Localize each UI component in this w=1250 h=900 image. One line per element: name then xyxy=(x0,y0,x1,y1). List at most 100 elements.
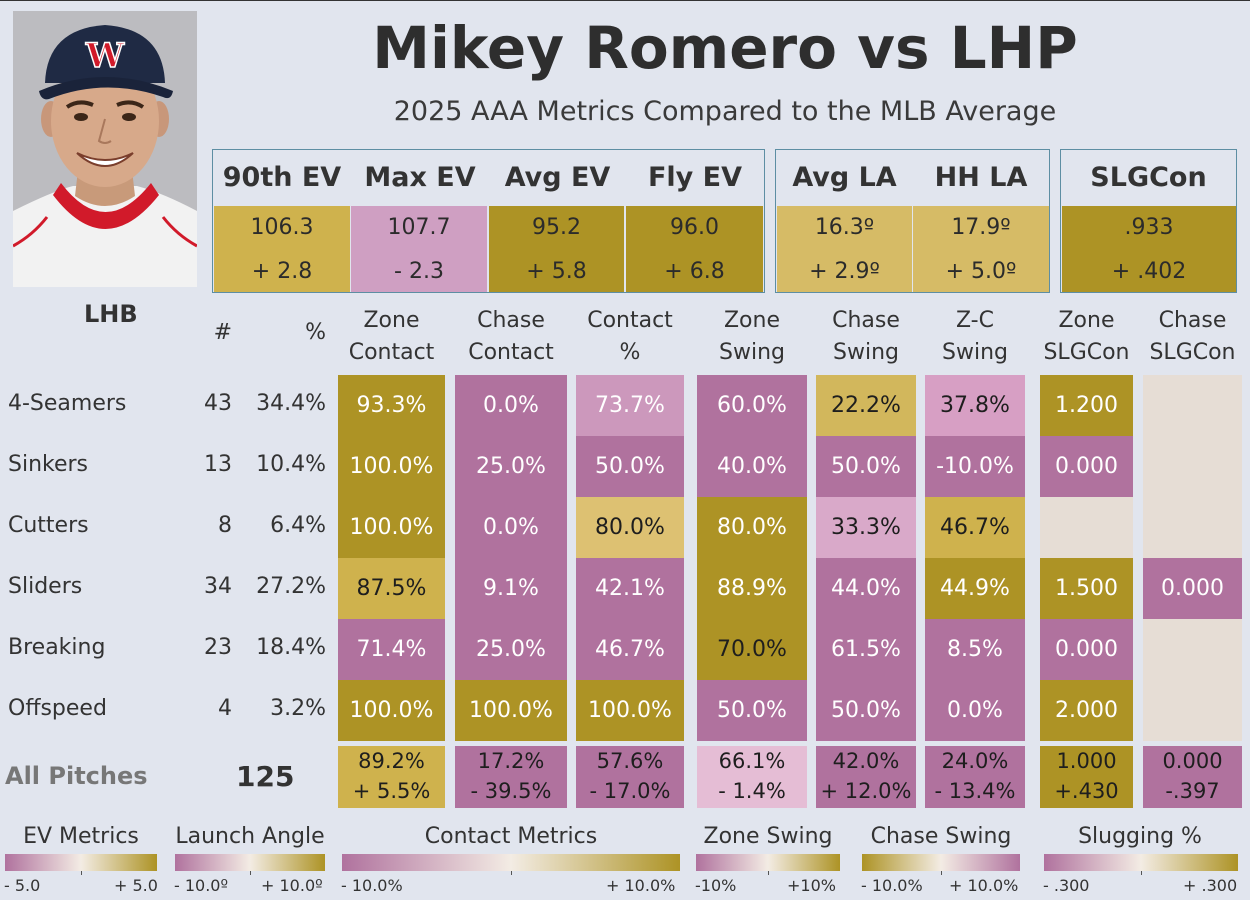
legend-gradient-bar xyxy=(175,854,325,875)
legend-title: EV Metrics xyxy=(23,824,139,849)
legend-midpoint-tick xyxy=(511,871,512,875)
all-pitches-cell: 89.2% + 5.5% xyxy=(338,746,445,808)
legend-midpoint-tick xyxy=(941,871,942,875)
table-cell xyxy=(1143,680,1242,741)
player-photo: W xyxy=(13,11,197,287)
table-cell: 50.0% xyxy=(816,436,916,497)
table-cell: 88.9% xyxy=(697,558,807,619)
table-cell: 44.9% xyxy=(925,558,1025,619)
legend-low-label: - .300 xyxy=(1043,876,1090,895)
legend-gradient-bar xyxy=(696,854,840,875)
pitch-pct: 34.4% xyxy=(256,391,326,416)
legend-high-label: + 5.0 xyxy=(114,876,158,895)
table-cell: 2.000 xyxy=(1040,680,1133,741)
metric-header: Avg LA xyxy=(792,162,897,193)
batter-hand-label: LHB xyxy=(84,300,138,328)
legend-low-label: - 10.0º xyxy=(174,876,229,895)
pitch-count: 34 xyxy=(204,574,232,599)
page-subtitle: 2025 AAA Metrics Compared to the MLB Ave… xyxy=(393,96,1057,127)
legend-title: Slugging % xyxy=(1078,824,1202,849)
legend-title: Zone Swing xyxy=(703,824,833,849)
pitch-type-label: Offspeed xyxy=(8,696,107,721)
table-cell: -10.0% xyxy=(925,436,1025,497)
pitch-count: 43 xyxy=(204,391,232,416)
pitch-pct: 10.4% xyxy=(256,452,326,477)
legend-low-label: - 10.0% xyxy=(341,876,403,895)
top-border xyxy=(0,0,1250,1)
pitch-count: 8 xyxy=(218,513,232,538)
metric-cell-avg-ev: 95.2 + 5.8 xyxy=(489,206,624,292)
page-title: Mikey Romero vs LHP xyxy=(372,14,1078,82)
pitch-type-label: Sinkers xyxy=(8,452,89,477)
table-cell: 73.7% xyxy=(576,375,684,436)
all-pitches-cell: 1.000 +.430 xyxy=(1040,746,1133,808)
table-cell: 0.000 xyxy=(1040,436,1133,497)
pitch-count: 4 xyxy=(218,696,232,721)
table-cell: 42.1% xyxy=(576,558,684,619)
legend-midpoint-tick xyxy=(768,871,769,875)
table-cell xyxy=(1143,619,1242,680)
table-cell: 61.5% xyxy=(816,619,916,680)
table-cell xyxy=(1143,436,1242,497)
pct-header: % xyxy=(305,320,326,345)
table-cell xyxy=(1143,375,1242,436)
count-header: # xyxy=(213,320,232,345)
table-cell: 25.0% xyxy=(455,436,567,497)
legend-high-label: + 10.0º xyxy=(261,876,323,895)
legend-gradient-bar xyxy=(342,854,680,875)
column-header: Zone Swing xyxy=(719,308,785,365)
table-cell: 100.0% xyxy=(338,497,445,558)
pitch-pct: 27.2% xyxy=(256,574,326,599)
metric-header: HH LA xyxy=(934,162,1028,193)
legend-high-label: + 10.0% xyxy=(606,876,676,895)
pitch-type-label: Cutters xyxy=(8,513,89,538)
all-pitches-cell: 24.0% - 13.4% xyxy=(925,746,1025,808)
all-pitches-count: 125 xyxy=(236,760,295,793)
table-cell: 100.0% xyxy=(338,436,445,497)
table-cell: 50.0% xyxy=(697,680,807,741)
table-cell xyxy=(1143,497,1242,558)
metric-cell-hh-la: 17.9º + 5.0º xyxy=(913,206,1049,292)
legend-high-label: + 10.0% xyxy=(949,876,1019,895)
table-cell: 0.0% xyxy=(455,375,567,436)
pitch-pct: 6.4% xyxy=(270,513,326,538)
metric-header: Avg EV xyxy=(504,162,611,193)
table-cell: 0.000 xyxy=(1040,619,1133,680)
table-cell: 0.0% xyxy=(455,497,567,558)
pitch-count: 23 xyxy=(204,635,232,660)
metric-cell-slgcon: .933 + .402 xyxy=(1062,206,1236,292)
table-cell: 9.1% xyxy=(455,558,567,619)
metric-header: 90th EV xyxy=(222,162,342,193)
pitch-type-label: Sliders xyxy=(8,574,83,599)
metric-cell-avg-la: 16.3º + 2.9º xyxy=(777,206,912,292)
table-cell: 71.4% xyxy=(338,619,445,680)
pitch-pct: 18.4% xyxy=(256,635,326,660)
table-cell: 0.0% xyxy=(925,680,1025,741)
all-pitches-cell: 57.6% - 17.0% xyxy=(576,746,684,808)
table-cell: 37.8% xyxy=(925,375,1025,436)
la-metrics-box: Avg LA HH LA 16.3º + 2.9º 17.9º + 5.0º xyxy=(775,149,1050,293)
all-pitches-label: All Pitches xyxy=(5,762,148,790)
legend-low-label: - 10.0% xyxy=(861,876,923,895)
table-cell: 25.0% xyxy=(455,619,567,680)
legend-midpoint-tick xyxy=(1141,871,1142,875)
legend-gradient-bar xyxy=(1044,854,1238,875)
table-cell: 100.0% xyxy=(455,680,567,741)
pitch-pct: 3.2% xyxy=(270,696,326,721)
column-header: Z-C Swing xyxy=(942,308,1008,365)
metric-header: Max EV xyxy=(364,162,476,193)
all-pitches-cell: 0.000 -.397 xyxy=(1143,746,1242,808)
table-cell: 50.0% xyxy=(576,436,684,497)
table-cell: 80.0% xyxy=(576,497,684,558)
svg-text:W: W xyxy=(85,36,125,76)
table-cell: 40.0% xyxy=(697,436,807,497)
pitch-type-label: Breaking xyxy=(8,635,106,660)
legend-high-label: + .300 xyxy=(1183,876,1238,895)
table-cell: 50.0% xyxy=(816,680,916,741)
column-header: Contact% xyxy=(587,308,673,365)
legend-title: Contact Metrics xyxy=(424,824,598,849)
table-cell: 33.3% xyxy=(816,497,916,558)
legend-title: Chase Swing xyxy=(870,824,1012,849)
table-cell xyxy=(1040,497,1133,558)
metric-cell-max-ev: 107.7- 2.3 xyxy=(351,206,487,292)
